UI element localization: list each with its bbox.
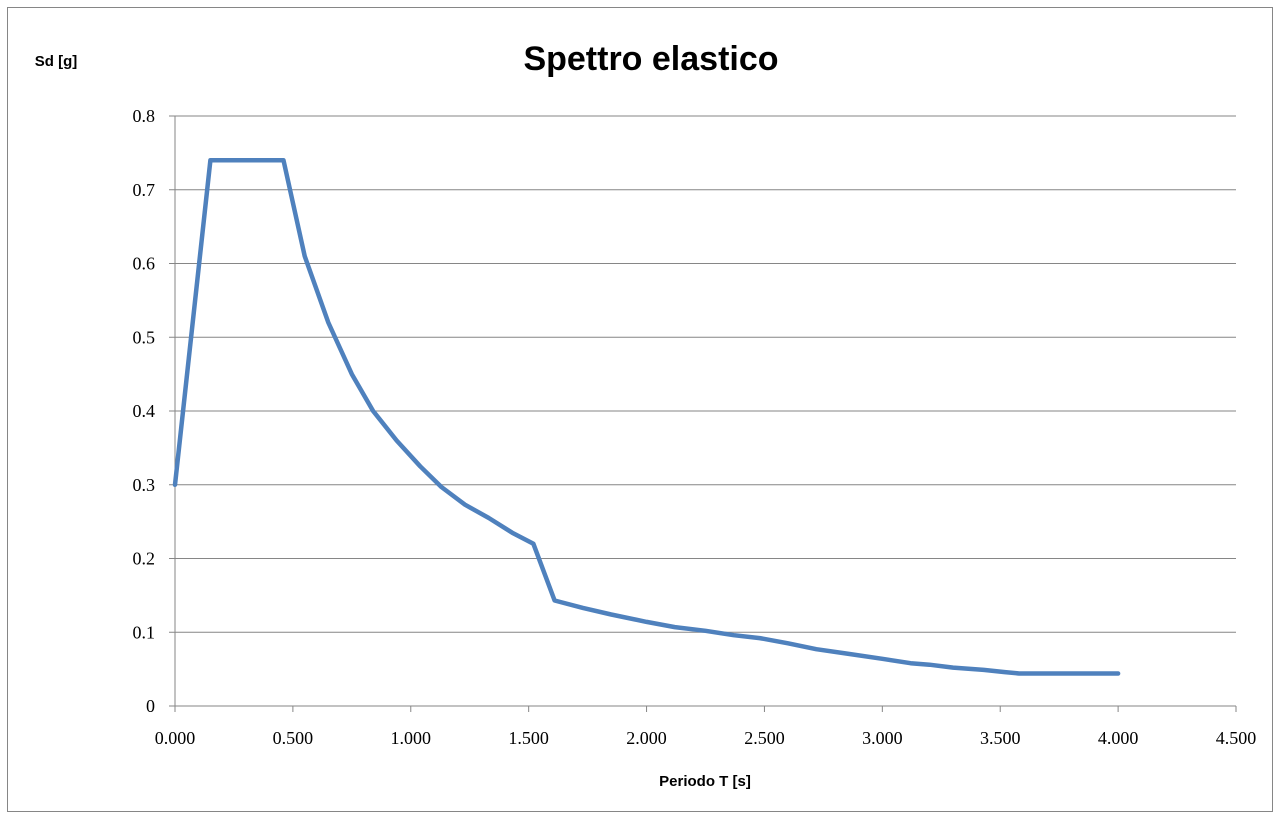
y-axis-title: Sd [g]	[35, 53, 78, 70]
x-tick-label: 2.000	[626, 728, 667, 748]
series-line	[172, 158, 1121, 676]
y-tick-label: 0.1	[133, 622, 156, 642]
chart-frame	[7, 7, 1273, 812]
y-tick-label: 0.2	[133, 549, 156, 569]
y-tick-label: 0.4	[133, 401, 156, 421]
x-tick-label: 0.500	[273, 728, 314, 748]
chart-title: Spettro elastico	[523, 40, 778, 78]
x-tick-label: 1.500	[508, 728, 549, 748]
y-tick-label: 0.8	[133, 106, 156, 126]
x-tick-label: 2.500	[744, 728, 785, 748]
x-tick-label: 3.000	[862, 728, 903, 748]
x-tick-label: 0.000	[155, 728, 196, 748]
x-tick-label: 1.000	[391, 728, 432, 748]
y-tick-label: 0.5	[133, 327, 156, 347]
x-axis-title: Periodo T [s]	[659, 773, 751, 790]
y-tick-label: 0.3	[133, 475, 156, 495]
y-tick-label: 0	[146, 696, 155, 716]
y-tick-label: 0.7	[133, 180, 156, 200]
x-tick-label: 3.500	[980, 728, 1021, 748]
x-tick-label: 4.000	[1098, 728, 1139, 748]
y-tick-label: 0.6	[133, 254, 156, 274]
x-tick-label: 4.500	[1216, 728, 1257, 748]
